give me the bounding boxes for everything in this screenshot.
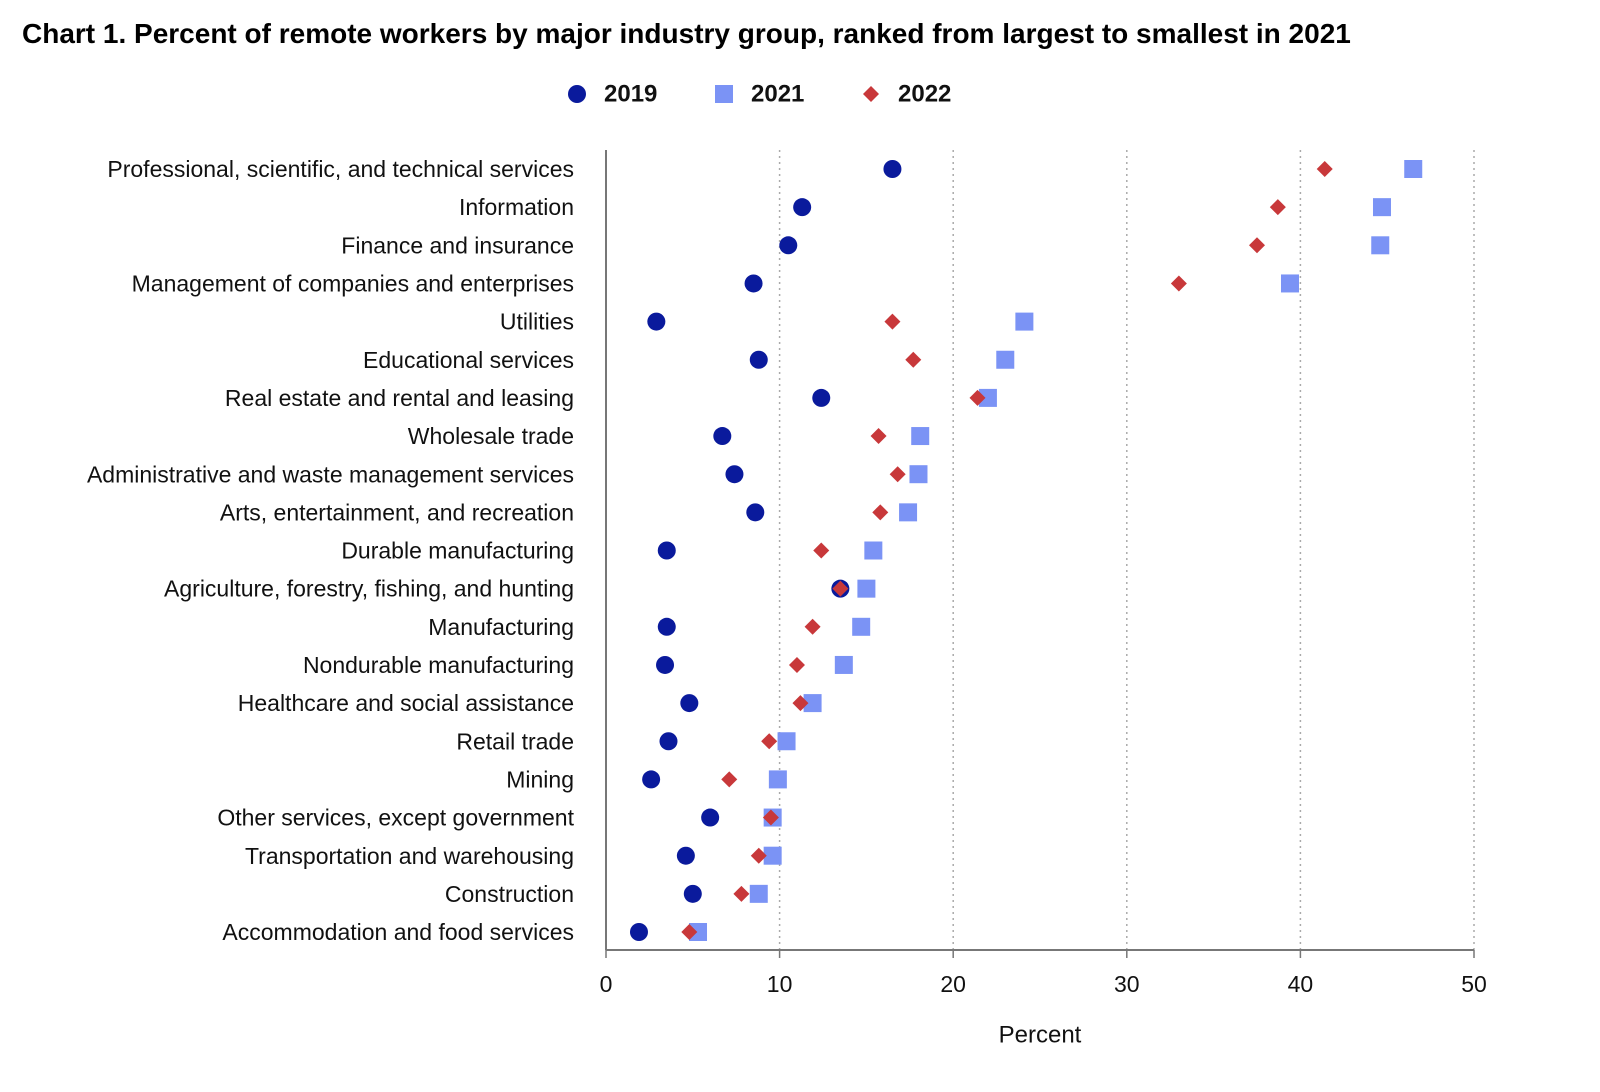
x-tick-label: 30 (1114, 971, 1140, 997)
category-label: Agriculture, forestry, fishing, and hunt… (164, 576, 574, 602)
dot-diamond (721, 771, 738, 788)
dot-circle (725, 465, 744, 484)
dot-circle (676, 846, 695, 865)
category-label: Other services, except government (217, 805, 574, 831)
dot-square (996, 350, 1015, 369)
category-label: Administrative and waste management serv… (87, 461, 574, 487)
dot-circle (713, 427, 732, 446)
dot-circle (657, 617, 676, 636)
dot-square (852, 617, 871, 636)
category-label: Educational services (363, 347, 574, 373)
dot-circle (812, 388, 831, 407)
chart-title: Chart 1. Percent of remote workers by ma… (22, 18, 1351, 49)
dot-circle (701, 808, 720, 827)
dot-diamond (792, 695, 809, 712)
category-label: Construction (445, 881, 574, 907)
dot-diamond (788, 656, 805, 673)
dot-circle (749, 350, 768, 369)
dot-diamond (889, 466, 906, 483)
dot-diamond (750, 847, 767, 864)
category-label: Transportation and warehousing (245, 843, 574, 869)
dot-diamond (804, 618, 821, 635)
legend-label: 2022 (898, 80, 951, 107)
category-label: Management of companies and enterprises (132, 271, 574, 297)
dot-circle (683, 884, 702, 903)
dot-square (1371, 236, 1390, 255)
dot-diamond (761, 733, 778, 750)
dot-square (1372, 198, 1391, 217)
x-tick-label: 10 (767, 971, 793, 997)
dot-square (911, 427, 930, 446)
dot-square (777, 732, 796, 751)
dot-diamond (1170, 275, 1187, 292)
dot-circle (647, 312, 666, 331)
dot-diamond (1269, 199, 1286, 216)
category-label: Accommodation and food services (222, 919, 574, 945)
category-label: Retail trade (456, 728, 574, 754)
category-label: Professional, scientific, and technical … (107, 156, 574, 182)
dot-square (834, 655, 853, 674)
x-tick-label: 40 (1288, 971, 1314, 997)
category-label: Manufacturing (428, 614, 574, 640)
legend-label: 2021 (751, 80, 804, 107)
category-label: Utilities (500, 309, 574, 335)
category-label: Mining (506, 766, 574, 792)
dot-square (1404, 160, 1423, 178)
category-label: Healthcare and social assistance (238, 690, 574, 716)
dot-circle (642, 770, 661, 789)
dot-circle (680, 694, 699, 713)
x-tick-label: 0 (600, 971, 613, 997)
x-axis-label: Percent (999, 1021, 1082, 1048)
legend-marker (715, 85, 733, 103)
dot-diamond (813, 542, 830, 559)
dot-square (689, 923, 708, 941)
legend-marker (863, 86, 879, 102)
dot-circle (744, 274, 763, 293)
dot-diamond (872, 504, 889, 521)
category-label: Durable manufacturing (341, 538, 574, 564)
dot-circle (883, 160, 902, 178)
dot-square (909, 465, 928, 484)
dot-square (1015, 312, 1034, 331)
dot-circle (793, 198, 812, 217)
dot-diamond (1249, 237, 1265, 254)
dot-square (1280, 274, 1299, 293)
dot-diamond (1316, 161, 1333, 177)
dot-circle (659, 732, 678, 751)
x-tick-label: 50 (1461, 971, 1487, 997)
legend-label: 2019 (604, 80, 657, 107)
dot-diamond (884, 313, 901, 330)
dot-square (899, 503, 918, 522)
dot-square (864, 541, 883, 560)
dot-square (857, 579, 876, 598)
dot-square (749, 884, 768, 903)
dot-diamond (762, 809, 779, 826)
dot-circle (746, 503, 765, 522)
dot-square (763, 846, 782, 865)
dot-square (803, 694, 822, 713)
dot-diamond (832, 580, 849, 597)
dot-diamond (905, 351, 922, 368)
dot-diamond (969, 389, 986, 406)
legend-marker (568, 85, 586, 103)
dot-circle (656, 655, 675, 674)
dot-diamond (870, 428, 887, 445)
category-label: Real estate and rental and leasing (225, 385, 574, 411)
category-label: Information (459, 194, 574, 220)
dot-circle (779, 236, 798, 255)
dot-diamond (681, 924, 698, 940)
dot-diamond (733, 885, 750, 902)
category-label: Arts, entertainment, and recreation (220, 499, 574, 525)
dot-circle (629, 923, 648, 941)
dot-circle (657, 541, 676, 560)
dot-square (768, 770, 787, 789)
category-label: Nondurable manufacturing (303, 652, 574, 678)
category-label: Finance and insurance (341, 232, 574, 258)
x-tick-label: 20 (940, 971, 966, 997)
category-label: Wholesale trade (408, 423, 574, 449)
dot-square (978, 388, 997, 407)
